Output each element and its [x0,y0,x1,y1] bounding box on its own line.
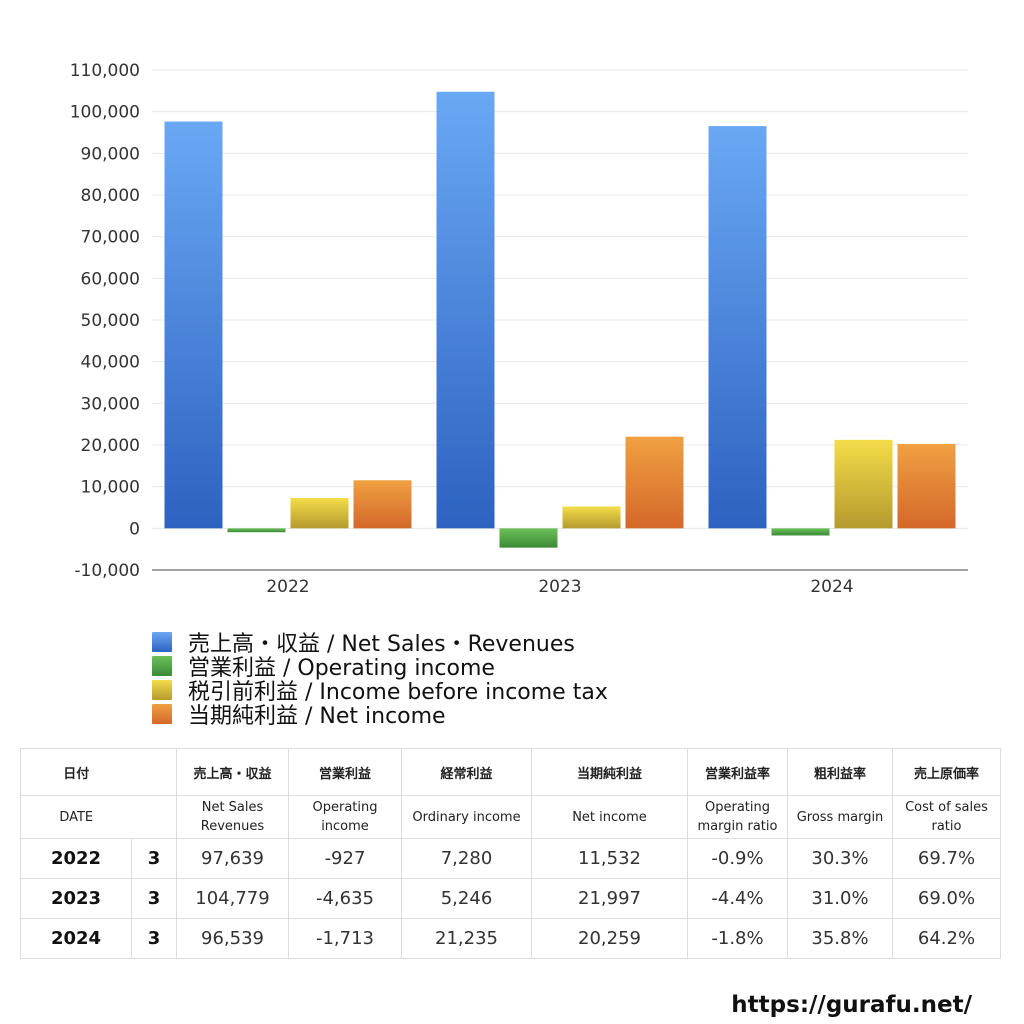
header-gross-margin-jp: 粗利益率 [787,748,893,796]
header-operating-income-jp: 営業利益 [288,748,402,796]
bar-income-before-tax-2023 [562,506,621,529]
table-row: 2024 3 96,539 -1,713 21,235 20,259 -1.8%… [20,918,1001,959]
cell-operating-income: -4,635 [288,878,402,919]
header-ordinary-income-jp: 経常利益 [401,748,532,796]
header-net-sales-jp: 売上高・収益 [176,748,289,796]
legend-label: 当期純利益 / Net income [188,704,446,729]
legend-swatch [152,680,172,700]
cell-month: 3 [131,918,177,959]
bar-net-income-2024 [897,443,956,529]
cell-net-sales: 104,779 [176,878,289,919]
bar-net-income-2023 [625,436,684,529]
grid-lines [152,69,968,529]
legend-label: 売上高・収益 / Net Sales・Revenues [188,632,575,657]
header-ordinary-income-en: Ordinary income [401,795,532,839]
cell-operating-margin: -1.8% [687,918,788,959]
site-url: https://gurafu.net/ [731,992,972,1018]
cell-month: 3 [131,838,177,879]
cell-gross-margin: 31.0% [787,878,893,919]
legend-item-income-before-tax: 税引前利益 / Income before income tax [152,678,608,705]
cell-year: 2023 [20,878,132,919]
bar-operating-income-2022 [227,528,286,533]
cell-net-sales: 97,639 [176,838,289,879]
financial-table: 日付 売上高・収益 営業利益 経常利益 当期純利益 営業利益率 粗利益率 売上原… [20,748,1001,959]
bars [164,91,956,548]
bar-net-sales-2022 [164,121,223,529]
cell-operating-income: -927 [288,838,402,879]
y-tick-label: 0 [129,519,140,539]
cell-gross-margin: 35.8% [787,918,893,959]
cell-ordinary-income: 5,246 [401,878,532,919]
header-cost-ratio-jp: 売上原価率 [892,748,1001,796]
bar-operating-income-2023 [499,528,558,548]
header-cost-ratio-en: Cost of sales ratio [892,795,1001,839]
y-tick-label: 30,000 [81,394,140,414]
x-tick-label: 2024 [810,577,853,597]
legend-label: 営業利益 / Operating income [188,656,495,681]
cell-ordinary-income: 7,280 [401,838,532,879]
header-net-income-en: Net income [531,795,688,839]
header-date-jp: 日付 [20,748,132,796]
cell-net-income: 20,259 [531,918,688,959]
cell-net-income: 21,997 [531,878,688,919]
legend-item-net-sales: 売上高・収益 / Net Sales・Revenues [152,630,608,657]
y-tick-label: 80,000 [81,186,140,206]
y-axis: 110,000 100,000 90,000 80,000 70,000 60,000 50… [70,61,140,581]
y-tick-label: 70,000 [81,228,140,248]
cell-cost-ratio: 69.0% [892,878,1001,919]
cell-year: 2024 [20,918,132,959]
y-tick-label: 10,000 [81,478,140,498]
y-tick-label: 90,000 [81,144,140,164]
cell-net-sales: 96,539 [176,918,289,959]
y-tick-label: 50,000 [81,311,140,331]
header-date-jp-spacer [131,748,177,796]
legend-swatch [152,704,172,724]
x-tick-label: 2023 [538,577,581,597]
bar-income-before-tax-2022 [290,498,349,529]
header-operating-margin-jp: 営業利益率 [687,748,788,796]
bar-chart: 110,000 100,000 90,000 80,000 70,000 60,000 50… [70,61,968,597]
y-tick-label: 110,000 [70,61,140,81]
cell-month: 3 [131,878,177,919]
y-tick-label: 60,000 [81,269,140,289]
bar-operating-income-2024 [771,528,830,536]
legend-swatch [152,632,172,652]
chart-legend: 売上高・収益 / Net Sales・Revenues 営業利益 / Opera… [152,630,608,729]
cell-cost-ratio: 64.2% [892,918,1001,959]
cell-net-income: 11,532 [531,838,688,879]
header-date-en: DATE [20,795,132,839]
x-axis: 2022 2023 2024 [152,569,968,597]
header-net-sales-en: Net Sales Revenues [176,795,289,839]
header-gross-margin-en: Gross margin [787,795,893,839]
cell-year: 2022 [20,838,132,879]
legend-label: 税引前利益 / Income before income tax [188,680,608,705]
bar-net-sales-2024 [708,126,767,529]
bar-net-income-2022 [353,480,412,529]
bar-net-sales-2023 [436,91,495,529]
table-header-row-jp: 日付 売上高・収益 営業利益 経常利益 当期純利益 営業利益率 粗利益率 売上原… [20,748,1001,796]
cell-operating-margin: -0.9% [687,838,788,879]
table-row: 2022 3 97,639 -927 7,280 11,532 -0.9% 30… [20,838,1001,879]
header-date-en-spacer [131,795,177,839]
cell-cost-ratio: 69.7% [892,838,1001,879]
header-operating-margin-en: Operating margin ratio [687,795,788,839]
header-net-income-jp: 当期純利益 [531,748,688,796]
cell-ordinary-income: 21,235 [401,918,532,959]
y-tick-label: 100,000 [70,103,140,123]
legend-item-operating-income: 営業利益 / Operating income [152,654,608,681]
table-header-row-en: DATE Net Sales Revenues Operating income… [20,795,1001,839]
cell-operating-margin: -4.4% [687,878,788,919]
y-tick-label: 20,000 [81,436,140,456]
legend-item-net-income: 当期純利益 / Net income [152,702,608,729]
x-tick-label: 2022 [266,577,309,597]
cell-operating-income: -1,713 [288,918,402,959]
header-operating-income-en: Operating income [288,795,402,839]
y-tick-label: 40,000 [81,353,140,373]
y-tick-label: -10,000 [74,561,140,581]
bar-income-before-tax-2024 [834,439,893,529]
legend-swatch [152,656,172,676]
cell-gross-margin: 30.3% [787,838,893,879]
table-row: 2023 3 104,779 -4,635 5,246 21,997 -4.4%… [20,878,1001,919]
